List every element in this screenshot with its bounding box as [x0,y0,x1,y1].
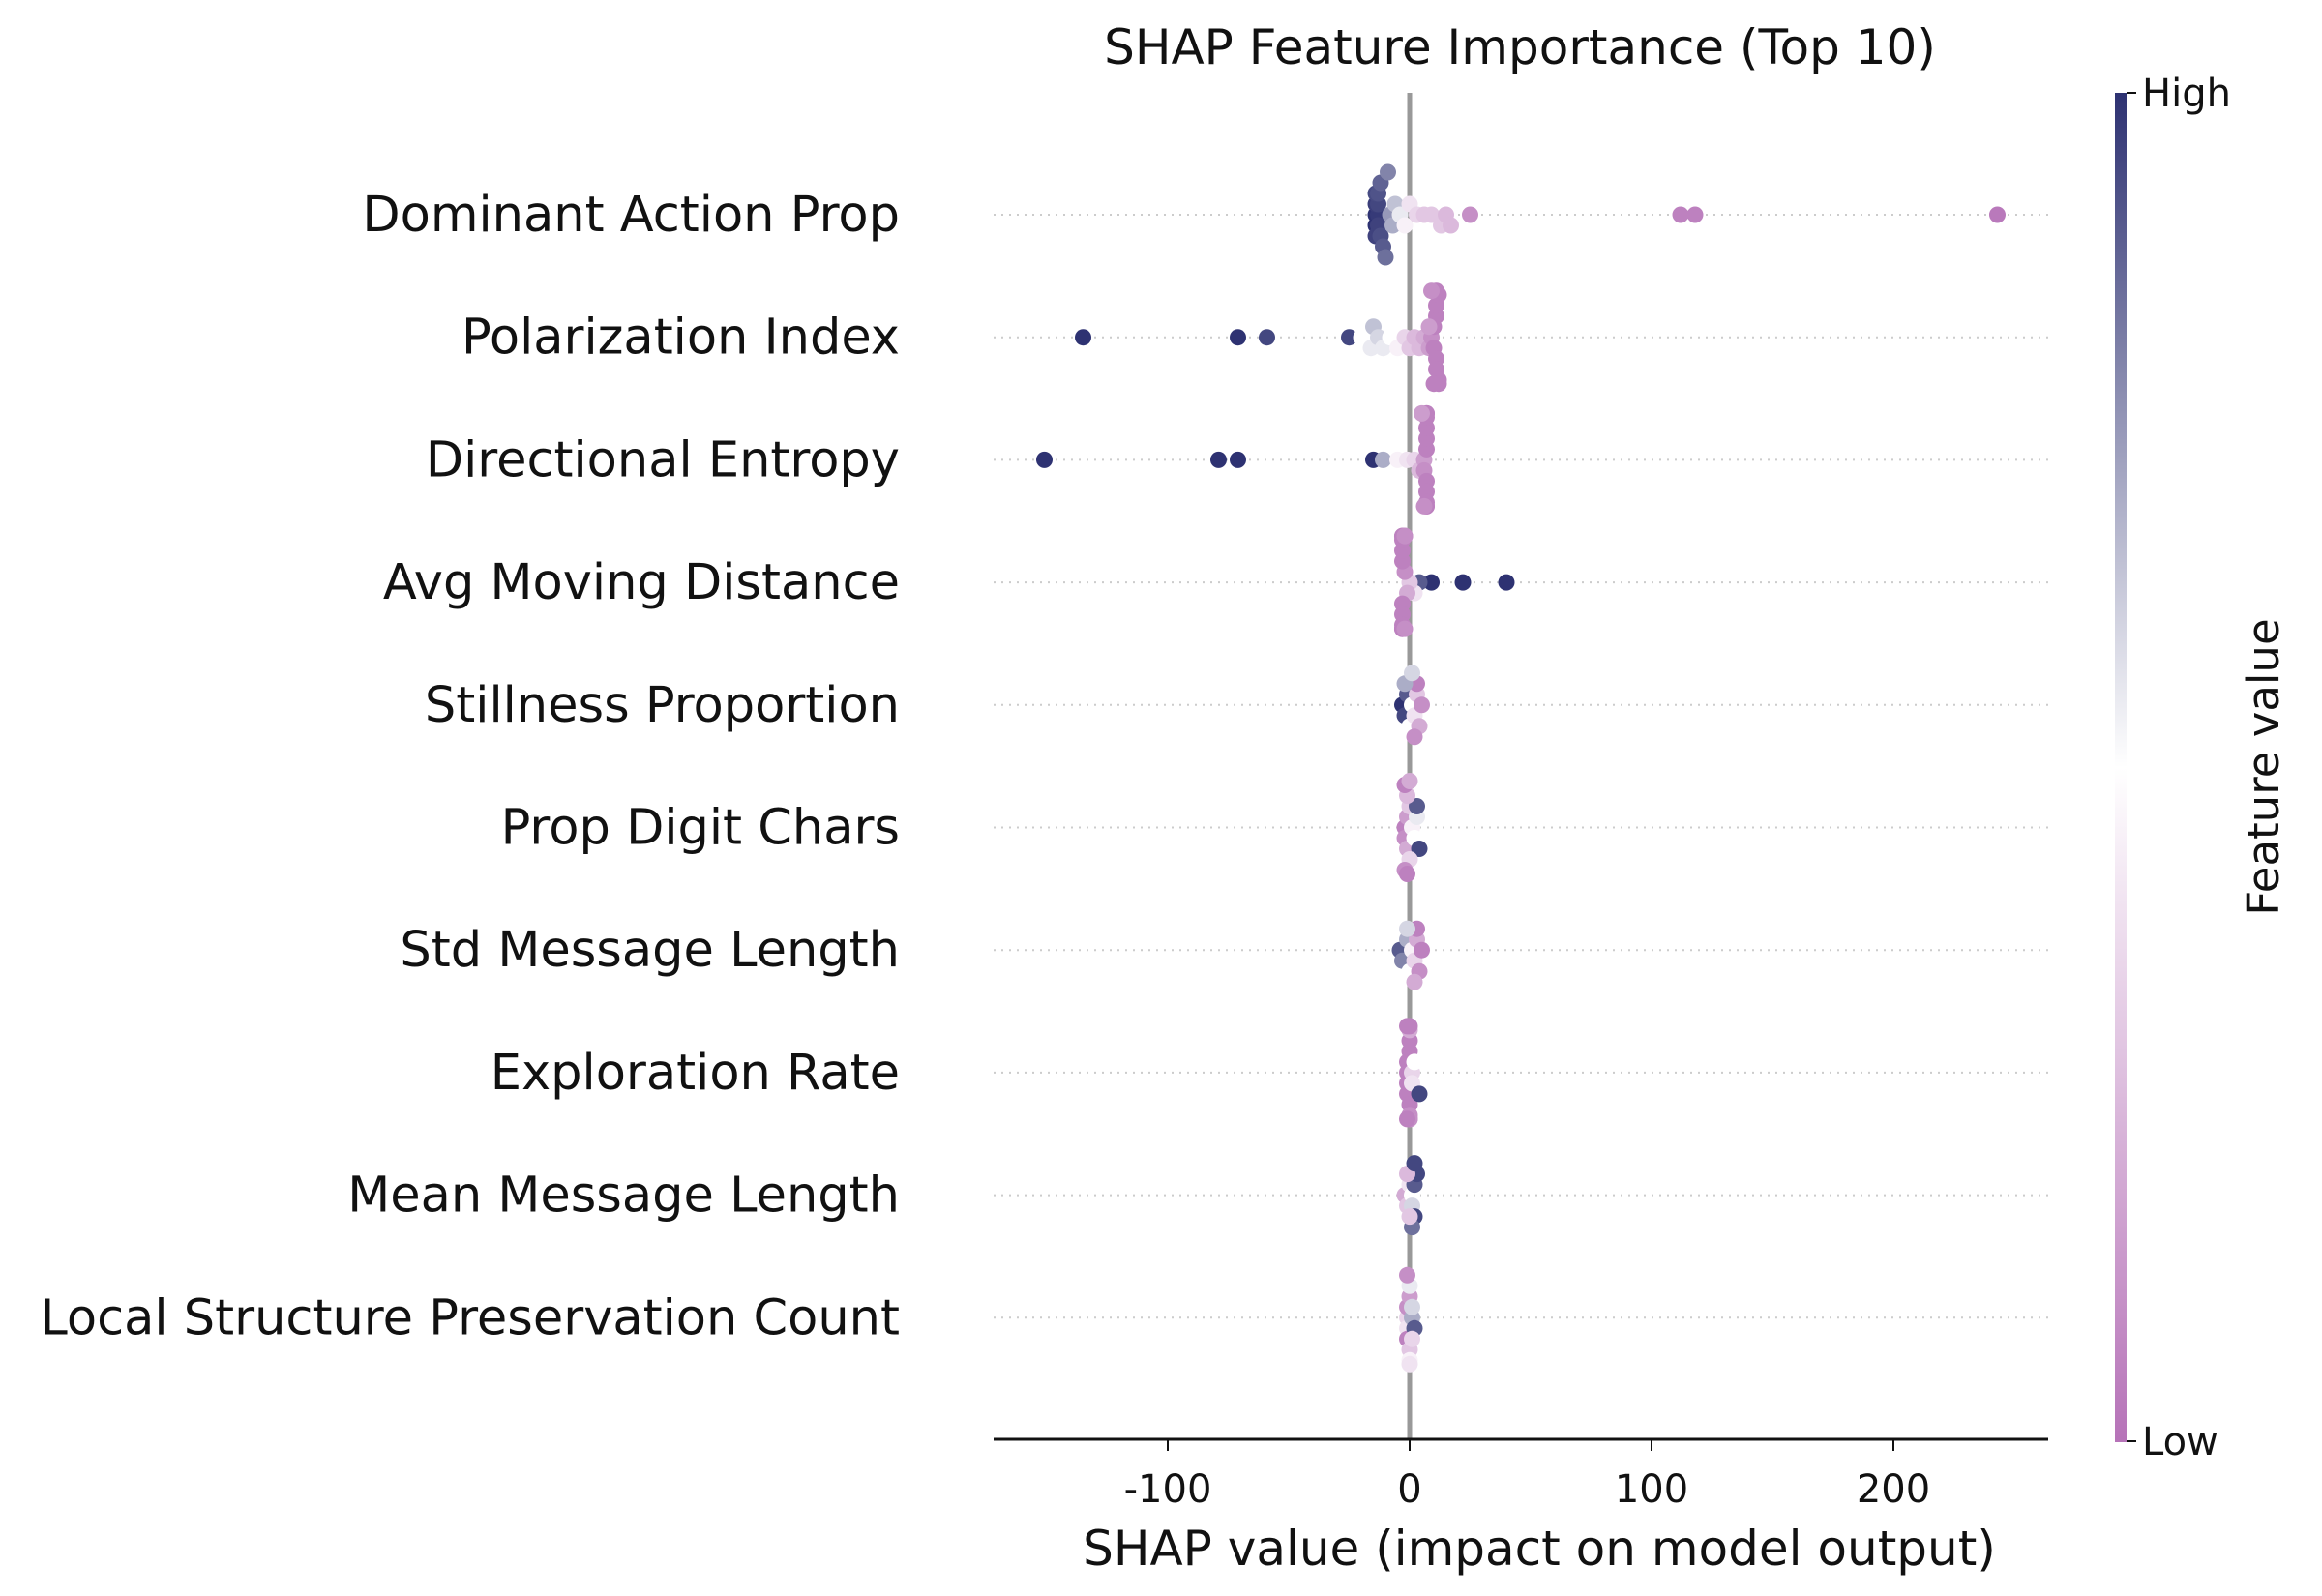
x-tick-label: 200 [1857,1467,1930,1512]
colorbar [2115,93,2127,1442]
shap-point [1399,1110,1415,1128]
colorbar-high-label: High [2142,72,2231,116]
shap-point [1425,375,1443,393]
x-axis-title: SHAP value (impact on model output) [1083,1521,1996,1577]
shap-point [1415,497,1433,515]
shap-point [1423,206,1440,223]
x-axis-ticks: -100 0 100 200 [1124,1439,1930,1512]
shap-point [1462,206,1478,223]
shap-point [1401,1018,1418,1035]
shap-point [1406,973,1423,990]
shap-point [1401,1355,1418,1373]
shap-point [1414,404,1430,422]
plot-area: Dominant Action Prop Polarization Index Di… [40,93,2048,1439]
x-tick-label: 100 [1615,1467,1688,1512]
shap-point [1423,574,1440,591]
feature-label: Local Structure Preservation Count [40,1289,900,1346]
shap-point [1396,527,1414,545]
feature-label: Dominant Action Prop [362,187,900,244]
feature-label: Stillness Proportion [425,677,900,734]
x-tick-label: 0 [1397,1467,1421,1512]
shap-point [1404,1298,1420,1315]
shap-point [1036,451,1053,468]
shap-point [1686,206,1704,223]
shap-point [1406,728,1423,746]
feature-label: Prop Digit Chars [501,800,900,857]
feature-label: Directional Entropy [426,431,900,488]
shap-point [1399,1266,1415,1284]
shap-point [1414,696,1430,714]
shap-point [1404,665,1420,682]
shap-point [1259,329,1275,346]
shap-point [1075,329,1091,346]
shap-point [1230,329,1246,346]
shap-point [1406,1053,1423,1071]
shap-point [1406,1155,1423,1172]
shap-point [1411,841,1428,857]
shap-point [1411,1085,1428,1103]
colorbar-title: Feature value [2238,618,2289,915]
shap-point [1401,1208,1418,1226]
feature-label: Polarization Index [461,310,900,367]
x-tick-label: -100 [1124,1467,1212,1512]
feature-label: Mean Message Length [347,1167,900,1225]
shap-point [1230,451,1246,468]
shap-point [1396,620,1414,637]
shap-point [1399,866,1415,882]
shap-point [1414,941,1430,959]
shap-point [1454,574,1472,591]
shap-point [1396,217,1414,234]
shap-point [1443,217,1459,234]
shap-point [1377,249,1394,266]
shap-point [1672,206,1689,223]
shap-point [1210,451,1227,468]
colorbar-low-label: Low [2142,1420,2218,1464]
feature-label: Avg Moving Distance [383,554,900,611]
shap-point [1423,282,1440,300]
shap-point [1989,206,2006,223]
shap-point [1380,163,1396,181]
feature-label: Exploration Rate [491,1045,900,1102]
feature-label: Std Message Length [400,922,900,979]
shap-point [1375,451,1391,468]
shap-point [1399,920,1415,937]
shap-point [1401,773,1418,789]
shap-point [1498,574,1515,591]
chart-title: SHAP Feature Importance (Top 10) [1104,19,1936,75]
shap-point [1409,798,1425,814]
shap-point [1420,318,1438,336]
shap-point [1341,329,1357,346]
shap-point [1404,1330,1420,1347]
